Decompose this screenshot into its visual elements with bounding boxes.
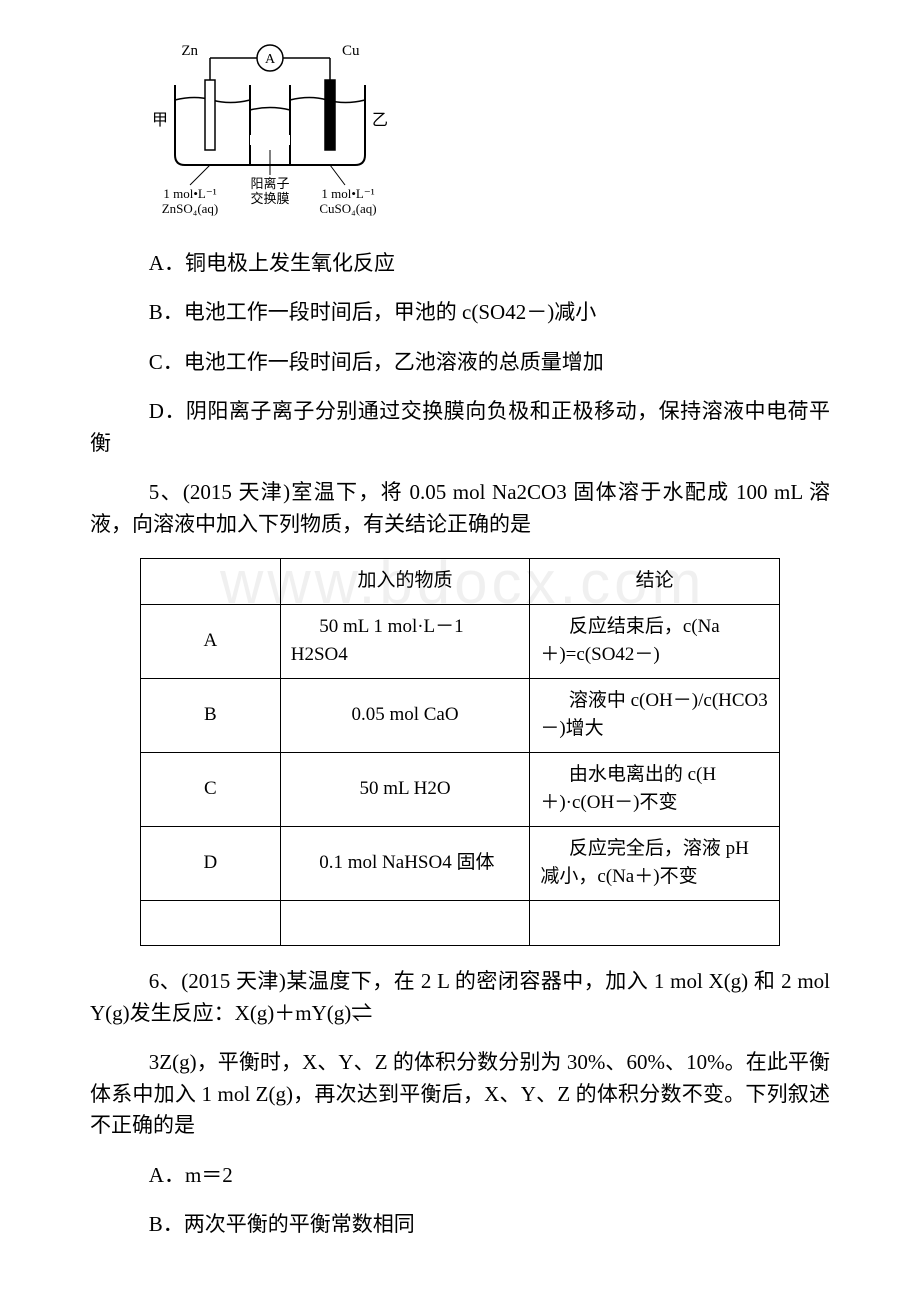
table-header-row: 加入的物质 结论 [141, 559, 780, 605]
right-sol-line1: 1 mol•L⁻¹ [321, 186, 374, 201]
membrane-line1: 阳离子 [250, 176, 289, 191]
header-cell-3: 结论 [530, 559, 780, 605]
q4-option-b: B．电池工作一段时间后，甲池的 c(SO42－)减小 [90, 297, 830, 329]
left-sol-line1: 1 mol•L⁻¹ [163, 186, 216, 201]
cell-a3: 反应结束后，c(Na＋)=c(SO42－) [530, 604, 780, 678]
cell-a2: 50 mL 1 mol·L－1 H2SO4 [280, 604, 530, 678]
table-row: C 50 mL H2O 由水电离出的 c(H＋)·c(OH－)不变 [141, 752, 780, 826]
zn-label: Zn [181, 43, 198, 59]
header-cell-1 [141, 559, 281, 605]
cell-e1 [141, 900, 281, 946]
ammeter-label: A [265, 52, 276, 67]
cell-c1: C [141, 752, 281, 826]
q4-option-c: C．电池工作一段时间后，乙池溶液的总质量增加 [90, 347, 830, 379]
left-beaker-label: 甲 [152, 112, 168, 129]
cu-label: Cu [342, 43, 360, 59]
cell-e3 [530, 900, 780, 946]
right-sol-line2: CuSO₄(aq) [319, 201, 376, 216]
cell-diagram: A Zn Cu 甲 乙 [150, 40, 830, 230]
q4-option-d: D．阴阳离子离子分别通过交换膜向负极和正极移动，保持溶液中电荷平衡 [90, 396, 830, 459]
left-sol-line2: ZnSO₄(aq) [162, 201, 219, 216]
header-cell-2: 加入的物质 [280, 559, 530, 605]
cell-b2: 0.05 mol CaO [280, 678, 530, 752]
cell-d3: 反应完全后，溶液 pH 减小，c(Na＋)不变 [530, 826, 780, 900]
right-beaker-label: 乙 [372, 112, 388, 129]
table-row-empty [141, 900, 780, 946]
cell-d2: 0.1 mol NaHSO4 固体 [280, 826, 530, 900]
q5-stem: 5、(2015 天津)室温下，将 0.05 mol Na2CO3 固体溶于水配成… [90, 477, 830, 540]
q6-option-b: B．两次平衡的平衡常数相同 [90, 1209, 830, 1241]
cell-b1: B [141, 678, 281, 752]
cell-b3: 溶液中 c(OH－)/c(HCO3－)增大 [530, 678, 780, 752]
cell-diagram-svg: A Zn Cu 甲 乙 [150, 40, 390, 220]
q6-stem-1: 6、(2015 天津)某温度下，在 2 L 的密闭容器中，加入 1 mol X(… [90, 966, 830, 1029]
table-row: A 50 mL 1 mol·L－1 H2SO4 反应结束后，c(Na＋)=c(S… [141, 604, 780, 678]
q5-table: 加入的物质 结论 A 50 mL 1 mol·L－1 H2SO4 反应结束后，c… [140, 558, 780, 946]
q6-stem-2: 3Z(g)，平衡时，X、Y、Z 的体积分数分别为 30%、60%、10%。在此平… [90, 1047, 830, 1142]
membrane-line2: 交换膜 [250, 191, 289, 206]
cell-c2: 50 mL H2O [280, 752, 530, 826]
table-row: D 0.1 mol NaHSO4 固体 反应完全后，溶液 pH 减小，c(Na＋… [141, 826, 780, 900]
cell-c3: 由水电离出的 c(H＋)·c(OH－)不变 [530, 752, 780, 826]
table-row: B 0.05 mol CaO 溶液中 c(OH－)/c(HCO3－)增大 [141, 678, 780, 752]
cell-e2 [280, 900, 530, 946]
q4-option-a: A．铜电极上发生氧化反应 [90, 248, 830, 280]
cell-d1: D [141, 826, 281, 900]
q6-option-a: A．m＝2 [90, 1160, 830, 1192]
cell-a1: A [141, 604, 281, 678]
